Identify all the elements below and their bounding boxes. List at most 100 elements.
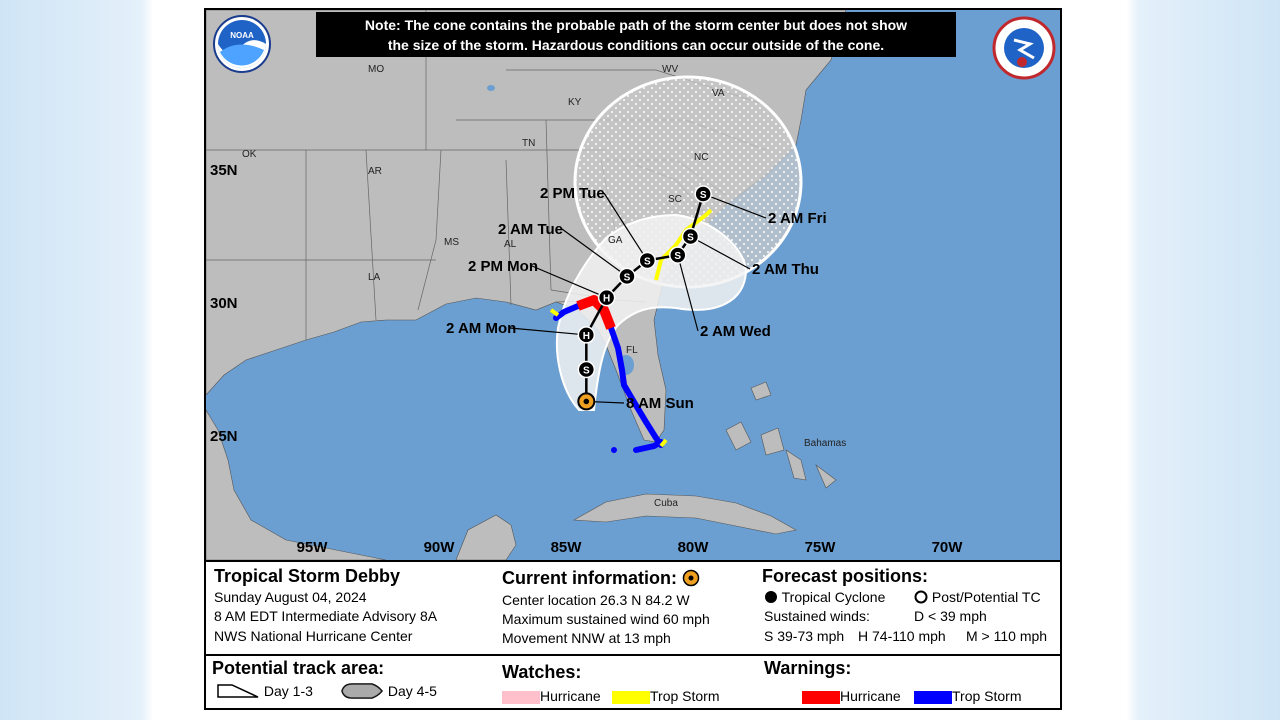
warn-hurricane-key: Hurricane [802,688,901,704]
country-label: Cuba [654,498,678,509]
note-box [316,12,956,57]
m-range: M > 110 mph [966,628,1048,644]
latitude-label: 25N [210,428,238,445]
state-label: AL [504,239,517,250]
longitude-label: 70W [932,539,964,556]
current-info-title: Current information: [502,568,700,589]
state-label: OK [242,149,257,160]
state-label: VA [712,88,725,99]
day13-cone-icon [217,684,259,698]
forecast-point-h: H [577,326,596,344]
sustained-winds-label: Sustained winds: [764,608,870,624]
forecast-point-h: H [597,288,616,307]
forecast-point-s: S [681,227,700,246]
track-area-title: Potential track area: [212,658,385,678]
forecast-point-s: S [577,360,596,379]
svg-text:NOAA: NOAA [230,31,254,40]
trop-storm-watches [549,208,713,448]
state-label: FL [626,345,638,356]
note-line-1: Note: The cone contains the probable pat… [365,17,907,33]
svg-text:H: H [603,294,610,305]
watches-title: Watches: [502,662,582,682]
longitude-label: 95W [297,539,329,556]
latitude-label: 35N [210,162,238,179]
watch-ts-swatch [612,690,650,704]
svg-text:S: S [674,251,681,262]
longitude-label: 85W [551,539,583,556]
svg-text:S: S [687,233,694,244]
state-label: AR [368,166,382,177]
day45-cone-icon [341,683,383,699]
forecast-time-label: 2 AM Mon [446,320,516,337]
svg-text:S: S [583,366,590,377]
forecast-time-label: 2 PM Mon [468,258,538,275]
forecast-time-label: 2 PM Tue [540,185,605,202]
state-label: LA [368,272,381,283]
max-sustained-wind: Maximum sustained wind 60 mph [502,611,710,627]
svg-text:S: S [700,190,707,201]
svg-text:S: S [644,256,651,267]
center-location: Center location 26.3 N 84.2 W [502,592,690,608]
longitude-label: 90W [424,539,456,556]
advisory-time: 8 AM EDT Intermediate Advisory 8A [214,608,438,624]
forecast-point-s: S [669,246,687,264]
bahamas-islands [725,381,837,489]
hurricane-warning [576,295,616,330]
day45-key: Day 4-5 [340,682,437,700]
advisory-date: Sunday August 04, 2024 [214,589,367,605]
movement: Movement NNW at 13 mph [502,630,671,646]
forecast-time-label: 2 AM Fri [768,210,827,227]
watch-hurricane-swatch [502,690,540,704]
latitude-label: 30N [210,295,238,312]
noaa-logo: NOAA [213,15,271,73]
h-range: H 74-110 mph [858,628,946,644]
longitude-label: 80W [678,539,710,556]
watch-ts-key: Trop Storm [612,688,720,704]
d-range: D < 39 mph [914,608,987,624]
mexico-land [206,409,387,560]
state-label: SC [668,194,682,205]
forecast-time-label: 8 AM Sun [626,395,694,412]
cuba-land [572,493,797,535]
state-label: KY [568,97,582,108]
forecast-point-s: S [618,267,636,286]
info-panel: Tropical Storm Debby Sunday August 04, 2… [206,560,1060,654]
svg-text:S: S [624,272,631,283]
country-label: Bahamas [804,438,846,449]
filled-circle-icon [765,591,777,603]
forecast-time-label: 2 AM Tue [498,221,563,238]
forecast-time-label: 2 AM Thu [752,261,819,278]
tropical-cyclone-key: Tropical Cyclone [764,589,885,605]
forecast-time-label: 2 AM Wed [700,323,771,340]
storm-name: Tropical Storm Debby [214,566,401,586]
forecast-point-s: S [694,185,712,203]
longitude-label: 75W [805,539,837,556]
state-label: MS [444,237,459,248]
state-label: GA [608,235,623,246]
state-label: WV [662,64,678,75]
warning-dot [611,447,617,453]
svg-text:H: H [583,331,590,342]
trop-storm-warnings [553,303,664,453]
issuing-center: NWS National Hurricane Center [214,628,413,644]
state-label: TN [522,138,535,149]
day13-key: Day 1-3 [216,682,313,700]
current-center-icon [682,569,700,587]
s-range: S 39-73 mph [764,628,845,644]
warn-ts-swatch [914,690,952,704]
warn-ts-key: Trop Storm [914,688,1022,704]
yucatan-land [455,514,517,560]
post-tc-key: Post/Potential TC [914,589,1041,605]
nws-logo [992,16,1056,80]
current-position-marker [577,392,596,411]
watch-hurricane-key: Hurricane [502,688,601,704]
warnings-title: Warnings: [764,658,852,678]
legend-panel: Potential track area: Day 1-3 Day 4-5 Wa… [206,654,1060,710]
forecast-positions-title: Forecast positions: [762,566,929,586]
state-label: NC [694,152,708,163]
forecast-point-s: S [638,251,657,270]
note-line-2: the size of the storm. Hazardous conditi… [388,37,884,53]
open-circle-icon [914,590,928,604]
